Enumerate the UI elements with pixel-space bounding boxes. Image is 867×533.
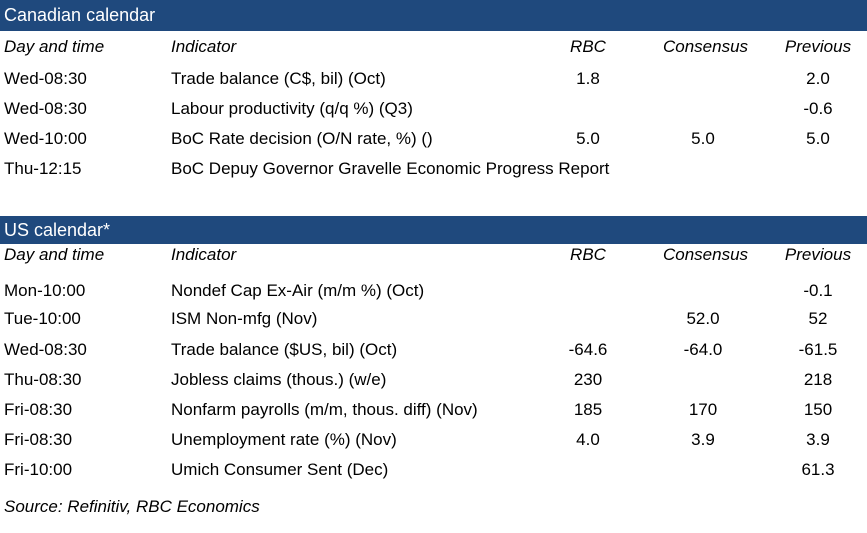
cell-indicator: Unemployment rate (%) (Nov) xyxy=(171,430,397,449)
cell-consensus: 3.9 xyxy=(691,430,715,449)
cell-day: Fri-08:30 xyxy=(4,400,73,419)
cell-rbc: 5.0 xyxy=(576,129,600,148)
cell-indicator: BoC Rate decision (O/N rate, %) () xyxy=(171,129,433,148)
cell-indicator: Labour productivity (q/q %) (Q3) xyxy=(171,99,413,118)
cell-day: Fri-10:00 xyxy=(4,460,73,479)
source-note: Source: Refinitiv, RBC Economics xyxy=(4,497,260,516)
header-consensus: Consensus xyxy=(663,245,749,264)
table-row: Tue-10:00 ISM Non-mfg (Nov) 52.0 52 xyxy=(0,307,867,331)
cell-rbc: 185 xyxy=(573,400,603,419)
cell-day: Wed-10:00 xyxy=(4,129,87,148)
cell-day: Thu-12:15 xyxy=(4,159,82,178)
cell-day: Wed-08:30 xyxy=(4,99,87,118)
cell-previous: 150 xyxy=(803,400,833,419)
header-rbc: RBC xyxy=(570,245,606,264)
cell-consensus: 52.0 xyxy=(686,309,720,328)
cell-indicator: Trade balance (C$, bil) (Oct) xyxy=(171,69,386,88)
cell-indicator: ISM Non-mfg (Nov) xyxy=(171,309,318,328)
cell-previous: 2.0 xyxy=(806,69,830,88)
table-row: Fri-10:00 Umich Consumer Sent (Dec) 61.3 xyxy=(0,458,867,482)
header-indicator: Indicator xyxy=(171,37,237,56)
cell-consensus: 170 xyxy=(688,400,718,419)
cell-indicator: BoC Depuy Governor Gravelle Economic Pro… xyxy=(171,159,610,178)
cell-rbc: 230 xyxy=(573,370,603,389)
table-row: Wed-08:30 Labour productivity (q/q %) (Q3… xyxy=(0,97,867,121)
cell-indicator: Umich Consumer Sent (Dec) xyxy=(171,460,389,479)
cell-rbc: -64.6 xyxy=(568,340,608,359)
table-row: Fri-08:30 Nonfarm payrolls (m/m, thous. d… xyxy=(0,398,867,422)
cell-previous: 218 xyxy=(803,370,833,389)
cell-day: Tue-10:00 xyxy=(4,309,81,328)
table-row: Mon-10:00 Nondef Cap Ex-Air (m/m %) (Oct)… xyxy=(0,279,867,303)
header-day: Day and time xyxy=(4,245,105,264)
header-consensus: Consensus xyxy=(663,37,749,56)
cell-previous: 3.9 xyxy=(806,430,830,449)
header-indicator: Indicator xyxy=(171,245,237,264)
header-previous: Previous xyxy=(784,37,852,56)
cell-consensus: -64.0 xyxy=(683,340,723,359)
header-day: Day and time xyxy=(4,37,105,56)
header-rbc: RBC xyxy=(570,37,606,56)
table-row: Thu-12:15 BoC Depuy Governor Gravelle Eco… xyxy=(0,157,867,181)
us-calendar-title: US calendar* xyxy=(0,216,867,244)
table-row: Wed-08:30 Trade balance ($US, bil) (Oct) -… xyxy=(0,338,867,362)
table-row: Thu-08:30 Jobless claims (thous.) (w/e) 23… xyxy=(0,368,867,392)
cell-indicator: Nondef Cap Ex-Air (m/m %) (Oct) xyxy=(171,281,425,300)
cell-indicator: Nonfarm payrolls (m/m, thous. diff) (Nov… xyxy=(171,400,478,419)
cell-day: Thu-08:30 xyxy=(4,370,82,389)
table-header-row: Day and time Indicator RBC Consensus Previou… xyxy=(0,35,867,59)
cell-day: Fri-08:30 xyxy=(4,430,73,449)
canadian-calendar-title: Canadian calendar xyxy=(0,0,867,31)
cell-previous: 61.3 xyxy=(801,460,835,479)
cell-indicator: Trade balance ($US, bil) (Oct) xyxy=(171,340,398,359)
cell-previous: 5.0 xyxy=(806,129,830,148)
cell-day: Wed-08:30 xyxy=(4,69,87,88)
cell-previous: 52 xyxy=(808,309,828,328)
cell-previous: -0.6 xyxy=(803,99,833,118)
cell-indicator: Jobless claims (thous.) (w/e) xyxy=(171,370,387,389)
cell-rbc: 4.0 xyxy=(576,430,600,449)
cell-consensus: 5.0 xyxy=(691,129,715,148)
cell-day: Mon-10:00 xyxy=(4,281,86,300)
cell-previous: -61.5 xyxy=(798,340,838,359)
cell-day: Wed-08:30 xyxy=(4,340,87,359)
table-header-row: Day and time Indicator RBC Consensus Previou… xyxy=(0,243,867,267)
cell-previous: -0.1 xyxy=(803,281,833,300)
header-previous: Previous xyxy=(784,245,852,264)
table-row: Wed-10:00 BoC Rate decision (O/N rate, %)… xyxy=(0,127,867,151)
table-row: Fri-08:30 Unemployment rate (%) (Nov) 4.0 3… xyxy=(0,428,867,452)
table-row: Wed-08:30 Trade balance (C$, bil) (Oct) 1.… xyxy=(0,67,867,91)
cell-rbc: 1.8 xyxy=(576,69,600,88)
